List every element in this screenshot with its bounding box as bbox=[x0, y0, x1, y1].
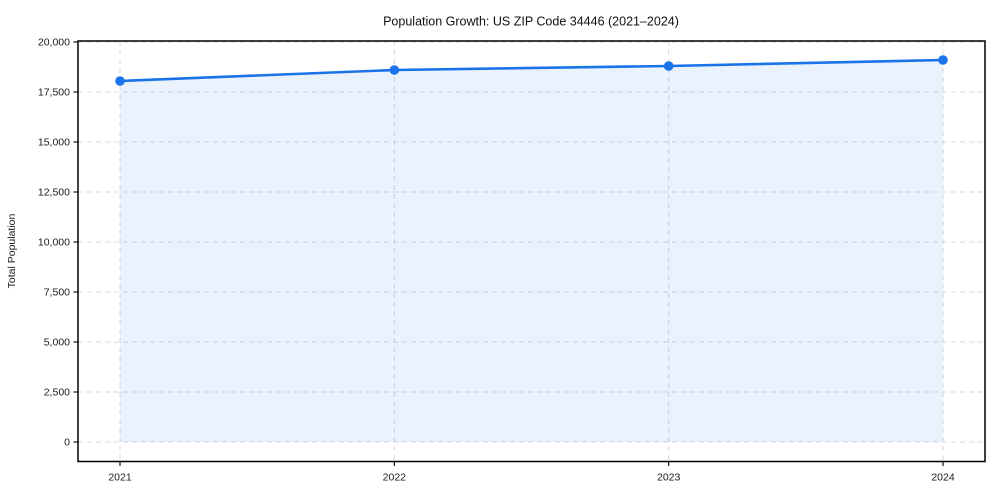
y-tick-label: 20,000 bbox=[38, 37, 70, 49]
data-point-2022 bbox=[389, 65, 400, 75]
data-point-2024 bbox=[938, 55, 948, 65]
chart-layers: 0 2,500 5,000 7,500 10,000 12,500 15,000 17,500… bbox=[38, 37, 986, 484]
y-tick-label: 10,000 bbox=[38, 237, 70, 249]
x-tick-label: 2022 bbox=[383, 472, 407, 484]
area-fill bbox=[120, 60, 943, 442]
axes-border bbox=[77, 40, 986, 463]
x-tick-label: 2023 bbox=[657, 472, 681, 484]
y-tick-label: 7,500 bbox=[44, 287, 70, 299]
y-tick-label: 0 bbox=[64, 437, 70, 449]
y-tick-label: 2,500 bbox=[44, 387, 70, 399]
x-tick-label: 2024 bbox=[931, 472, 955, 484]
y-tick-label: 17,500 bbox=[38, 87, 70, 99]
y-tick-label: 12,500 bbox=[38, 187, 70, 199]
x-tick-label: 2021 bbox=[108, 472, 132, 484]
data-point-2023 bbox=[663, 61, 674, 71]
y-tick-label: 15,000 bbox=[38, 137, 70, 149]
chart-title: Population Growth: US ZIP Code 34446 (20… bbox=[383, 15, 679, 29]
y-axis-label: Total Population bbox=[6, 213, 18, 288]
data-point-2021 bbox=[115, 76, 125, 86]
trend-line bbox=[118, 58, 945, 83]
y-tick-label: 5,000 bbox=[44, 337, 70, 349]
